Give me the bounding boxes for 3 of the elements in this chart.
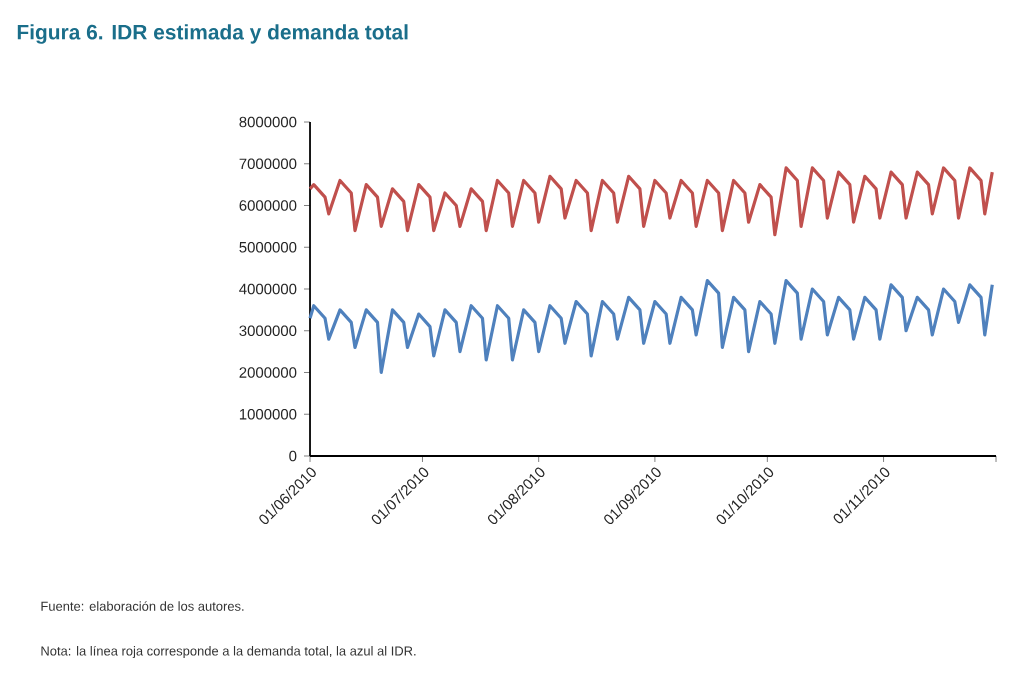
line-series bbox=[308, 279, 994, 375]
chart-title: Figura 6. IDR estimada y demanda total bbox=[17, 24, 408, 44]
line-series bbox=[308, 166, 994, 237]
